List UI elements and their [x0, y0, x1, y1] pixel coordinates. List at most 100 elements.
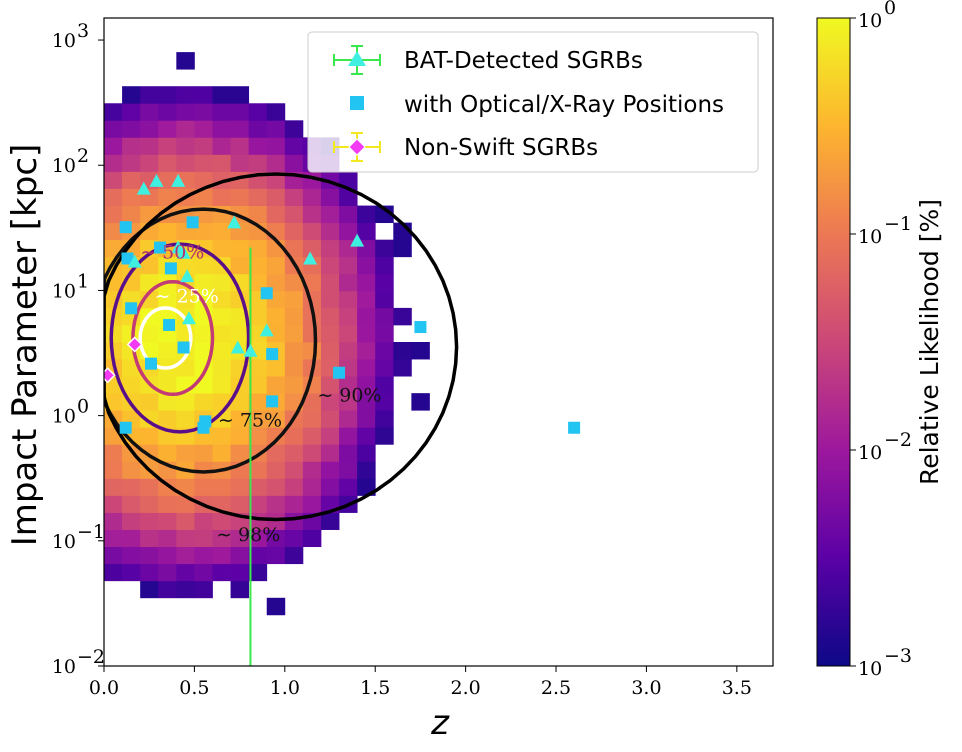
heatmap-cell: [302, 188, 322, 206]
heatmap-cell: [176, 52, 195, 70]
heatmap-cell: [248, 256, 268, 275]
heatmap-cell: [266, 478, 286, 496]
heatmap-cell: [357, 222, 376, 241]
heatmap-cell: [339, 461, 358, 479]
square-marker-icon: [350, 96, 364, 110]
heatmap-cell: [140, 546, 159, 565]
x-tick-label: 2.0: [451, 677, 481, 699]
heatmap-cell: [266, 188, 286, 206]
x-tick-label: 0.5: [179, 677, 209, 699]
heatmap-cell: [158, 580, 177, 599]
position-square-marker: [199, 415, 212, 428]
legend: BAT-Detected SGRBs with Optical/X-Ray Po…: [307, 31, 759, 173]
heatmap-cell: [302, 427, 322, 445]
heatmap-cell: [320, 376, 340, 394]
heatmap-cell: [266, 222, 286, 241]
heatmap-cell: [302, 478, 322, 496]
heatmap-cell: [357, 427, 376, 445]
triangle-marker-icon: [348, 51, 366, 66]
heatmap-cell: [339, 222, 358, 241]
bat-triangle-marker: [303, 251, 318, 265]
heatmap-cell: [104, 205, 123, 224]
heatmap-cell: [140, 529, 159, 548]
heatmap-cell: [122, 154, 141, 172]
heatmap-cell: [393, 359, 412, 377]
heatmap-cell: [212, 512, 231, 530]
heatmap-cell: [230, 444, 250, 462]
heatmap-cell: [176, 529, 195, 548]
heatmap-cell: [104, 171, 123, 189]
heatmap-cell: [140, 256, 159, 275]
heatmap-cell: [212, 342, 231, 360]
heatmap-cell: [248, 546, 268, 565]
heatmap-cell: [320, 461, 340, 479]
heatmap-cell: [375, 410, 394, 428]
colorbar-tick-exponent: −2: [884, 429, 912, 451]
heatmap-cell: [339, 342, 358, 360]
heatmap-cell: [284, 154, 304, 172]
heatmap-cell: [122, 376, 141, 394]
heatmap-cell: [212, 239, 231, 258]
heatmap-cell: [158, 188, 177, 206]
y-tick-label: 10: [52, 531, 76, 553]
heatmap-cell: [411, 393, 430, 411]
x-tick-label: 3.0: [631, 677, 661, 699]
heatmap-cell: [104, 103, 123, 121]
heatmap-cell: [230, 393, 250, 411]
contour-label: ∼ 98%: [216, 524, 280, 546]
heatmap-cell: [284, 273, 304, 292]
bat-triangle-marker: [136, 181, 151, 195]
colorbar-tick-label: 10: [858, 658, 882, 680]
heatmap-cell: [302, 461, 322, 479]
heatmap-cell: [212, 273, 231, 292]
heatmap-cell: [212, 546, 231, 565]
heatmap-cell: [104, 222, 123, 241]
heatmap-cell: [212, 86, 231, 104]
y-tick-label: 10: [52, 406, 76, 428]
heatmap-cell: [212, 103, 231, 121]
heatmap-cell: [375, 427, 394, 445]
contour-90: [104, 207, 318, 474]
heatmap-cell: [248, 427, 268, 445]
heatmap-cell: [176, 563, 195, 582]
heatmap-cell: [266, 410, 286, 428]
heatmap-cell: [320, 222, 340, 241]
bat-triangle-marker: [149, 173, 164, 187]
heatmap-cell: [339, 427, 358, 445]
position-square-marker: [119, 421, 132, 434]
heatmap-cell: [140, 478, 159, 496]
heatmap-cell: [194, 188, 213, 206]
heatmap-cell: [140, 563, 159, 582]
heatmap-cell: [194, 342, 213, 360]
heatmap-cell: [284, 324, 304, 343]
colorbar-title: Relative Likelihood [%]: [915, 199, 944, 485]
heatmap-cell: [158, 495, 177, 513]
heatmap-cell: [194, 393, 213, 411]
contour-75: [109, 242, 251, 434]
heatmap-cell: [194, 478, 213, 496]
heatmap-cell: [357, 205, 376, 224]
heatmap-cell: [302, 410, 322, 428]
heatmap-cell: [122, 495, 141, 513]
heatmap-cell: [104, 444, 123, 462]
heatmap-cell: [393, 342, 412, 360]
heatmap-cell: [375, 290, 394, 309]
colorbar-tick-exponent: −1: [884, 213, 912, 235]
heatmap-cell: [158, 120, 177, 138]
position-square-marker: [414, 321, 427, 334]
heatmap-cell: [140, 86, 159, 104]
heatmap-cell: [122, 120, 141, 138]
plot-frame: [103, 17, 774, 667]
bat-triangle-marker: [243, 343, 258, 357]
contour-labels: ∼ 50% ∼ 25% ∼ 75% ∼ 90% ∼ 98%: [140, 241, 381, 545]
bat-triangle-marker: [176, 245, 191, 259]
heatmap-cell: [339, 478, 358, 496]
heatmap-cell: [339, 256, 358, 275]
heatmap-cell: [284, 546, 304, 565]
heatmap-cell: [176, 86, 195, 104]
contour-50: [131, 279, 215, 397]
heatmap-cell: [212, 290, 231, 309]
heatmap-cell: [212, 478, 231, 496]
